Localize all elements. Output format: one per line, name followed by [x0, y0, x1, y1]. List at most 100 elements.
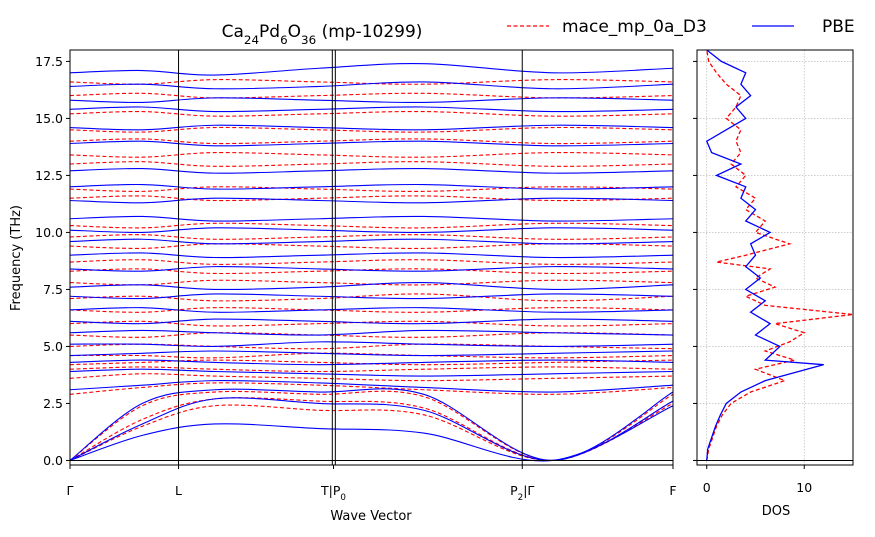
label-text: Ca	[222, 22, 244, 42]
band-line-pbe-21	[70, 140, 673, 147]
dos-x-tick-label: 10	[796, 480, 812, 495]
label-text: L	[175, 483, 182, 498]
band-y-tick-label: 7.5	[43, 282, 63, 297]
dos-panel-frame	[696, 49, 854, 466]
dos-panel: 0 10 DOS	[693, 49, 854, 519]
band-line-pbe-17	[70, 215, 673, 222]
label-text: O	[288, 22, 301, 42]
high-symmetry-lines	[70, 50, 673, 465]
legend-label: PBE	[822, 17, 855, 37]
band-line-pbe-7	[70, 341, 673, 348]
legend: mace_mp_0a_D3 PBE	[507, 17, 855, 37]
band-y-axis-label: Frequency (THz)	[9, 205, 24, 311]
band-line-mace-mp-0a-d3-5	[70, 366, 673, 373]
band-line-mace-mp-0a-d3-6	[70, 359, 673, 366]
band-line-mace-mp-0a-d3-12	[70, 293, 673, 302]
band-y-tick-label: 0.0	[43, 453, 63, 468]
band-line-pbe-3	[70, 380, 673, 393]
band-line-pbe-24	[70, 97, 673, 104]
band-line-pbe-14	[70, 252, 673, 259]
band-line-mace-mp-0a-d3-22	[70, 152, 673, 158]
band-line-pbe-22	[70, 124, 673, 131]
band-line-pbe-23	[70, 106, 673, 113]
subscript-text: 36	[301, 33, 316, 47]
band-x-tick-label: F	[669, 483, 676, 498]
band-line-mace-mp-0a-d3-17	[70, 234, 673, 240]
label-text: |	[329, 483, 333, 498]
band-x-tick-label: P2|Γ	[510, 483, 534, 503]
band-line-mace-mp-0a-d3-19	[70, 195, 673, 202]
band-structure-panel: 0.02.55.07.510.012.515.017.5 Γ L T|P0 P2|Γ F…	[9, 49, 677, 524]
band-y-tick-label: 5.0	[43, 339, 63, 354]
band-line-pbe-16	[70, 227, 673, 234]
band-line-pbe-6	[70, 350, 673, 357]
label-text: P	[510, 483, 518, 498]
dos-lines	[697, 50, 853, 461]
label-text: |Γ	[523, 483, 534, 498]
band-x-axis-label: Wave Vector	[330, 509, 412, 524]
chart-title: Ca24Pd6O36 (mp-10299)	[222, 22, 423, 47]
band-line-mace-mp-0a-d3-25	[70, 110, 673, 117]
band-line-pbe-2	[70, 388, 673, 461]
band-line-pbe-13	[70, 266, 673, 272]
band-line-pbe-5	[70, 359, 673, 366]
subscript-text: 6	[280, 33, 288, 47]
label-text: P	[333, 483, 341, 498]
band-line-mace-mp-0a-d3-4	[70, 373, 673, 382]
band-x-tick-label: Γ	[67, 483, 74, 498]
band-y-tick-label: 17.5	[35, 54, 63, 69]
dos-x-tick-label: 0	[703, 480, 711, 495]
band-y-tick-label: 15.0	[35, 111, 63, 126]
dos-x-axis-label: DOS	[762, 504, 791, 519]
band-line-mace-mp-0a-d3-0	[70, 402, 673, 461]
band-panel-frame	[69, 49, 674, 466]
band-line-pbe-10	[70, 307, 673, 313]
band-line-pbe-4	[70, 368, 673, 377]
dos-line-pbe	[705, 50, 824, 461]
band-y-tick-label: 10.0	[35, 225, 63, 240]
band-x-ticks: Γ L T|P0 P2|Γ F	[67, 465, 677, 503]
band-line-mace-mp-0a-d3-3	[70, 382, 673, 395]
band-y-tick-label: 12.5	[35, 168, 63, 183]
band-line-mace-mp-0a-d3-24	[70, 126, 673, 133]
band-line-pbe-26	[70, 63, 673, 76]
band-line-mace-mp-0a-d3-27	[70, 79, 673, 85]
dos-x-ticks: 0 10	[703, 465, 812, 495]
band-x-tick-label: L	[175, 483, 182, 498]
band-line-mace-mp-0a-d3-13	[70, 279, 673, 286]
band-line-mace-mp-0a-d3-21	[70, 161, 673, 167]
band-line-pbe-25	[70, 81, 673, 90]
band-line-pbe-15	[70, 238, 673, 245]
label-text: Γ	[67, 483, 74, 498]
label-text: T	[320, 483, 329, 498]
legend-label: mace_mp_0a_D3	[562, 17, 707, 37]
band-y-tick-label: 2.5	[43, 396, 63, 411]
band-line-pbe-11	[70, 293, 673, 300]
label-text: F	[669, 483, 676, 498]
band-line-mace-mp-0a-d3-23	[70, 138, 673, 145]
band-line-mace-mp-0a-d3-20	[70, 186, 673, 192]
band-line-pbe-19	[70, 183, 673, 190]
subscript-text: 2	[518, 493, 524, 503]
band-line-pbe-8	[70, 329, 673, 336]
dos-line-mace-mp-0a-d3	[706, 50, 853, 461]
band-y-ticks: 0.0 2.5 5.0 7.5 10.0 12.5 15.0 17.5	[35, 54, 70, 468]
label-text: Pd	[259, 22, 280, 42]
band-x-tick-label: T|P0	[320, 483, 346, 503]
subscript-text: 24	[244, 33, 259, 47]
band-line-mace-mp-0a-d3-10	[70, 320, 673, 327]
dos-y-ticks	[693, 60, 697, 461]
subscript-text: 0	[340, 493, 346, 503]
band-line-pbe-20	[70, 167, 673, 174]
band-line-pbe-9	[70, 318, 673, 325]
band-line-mace-mp-0a-d3-18	[70, 222, 673, 229]
band-line-mace-mp-0a-d3-14	[70, 268, 673, 275]
band-line-pbe-12	[70, 282, 673, 291]
band-lines	[70, 63, 673, 462]
label-text: (mp-10299)	[316, 22, 422, 42]
band-line-pbe-18	[70, 197, 673, 204]
band-line-mace-mp-0a-d3-11	[70, 307, 673, 313]
